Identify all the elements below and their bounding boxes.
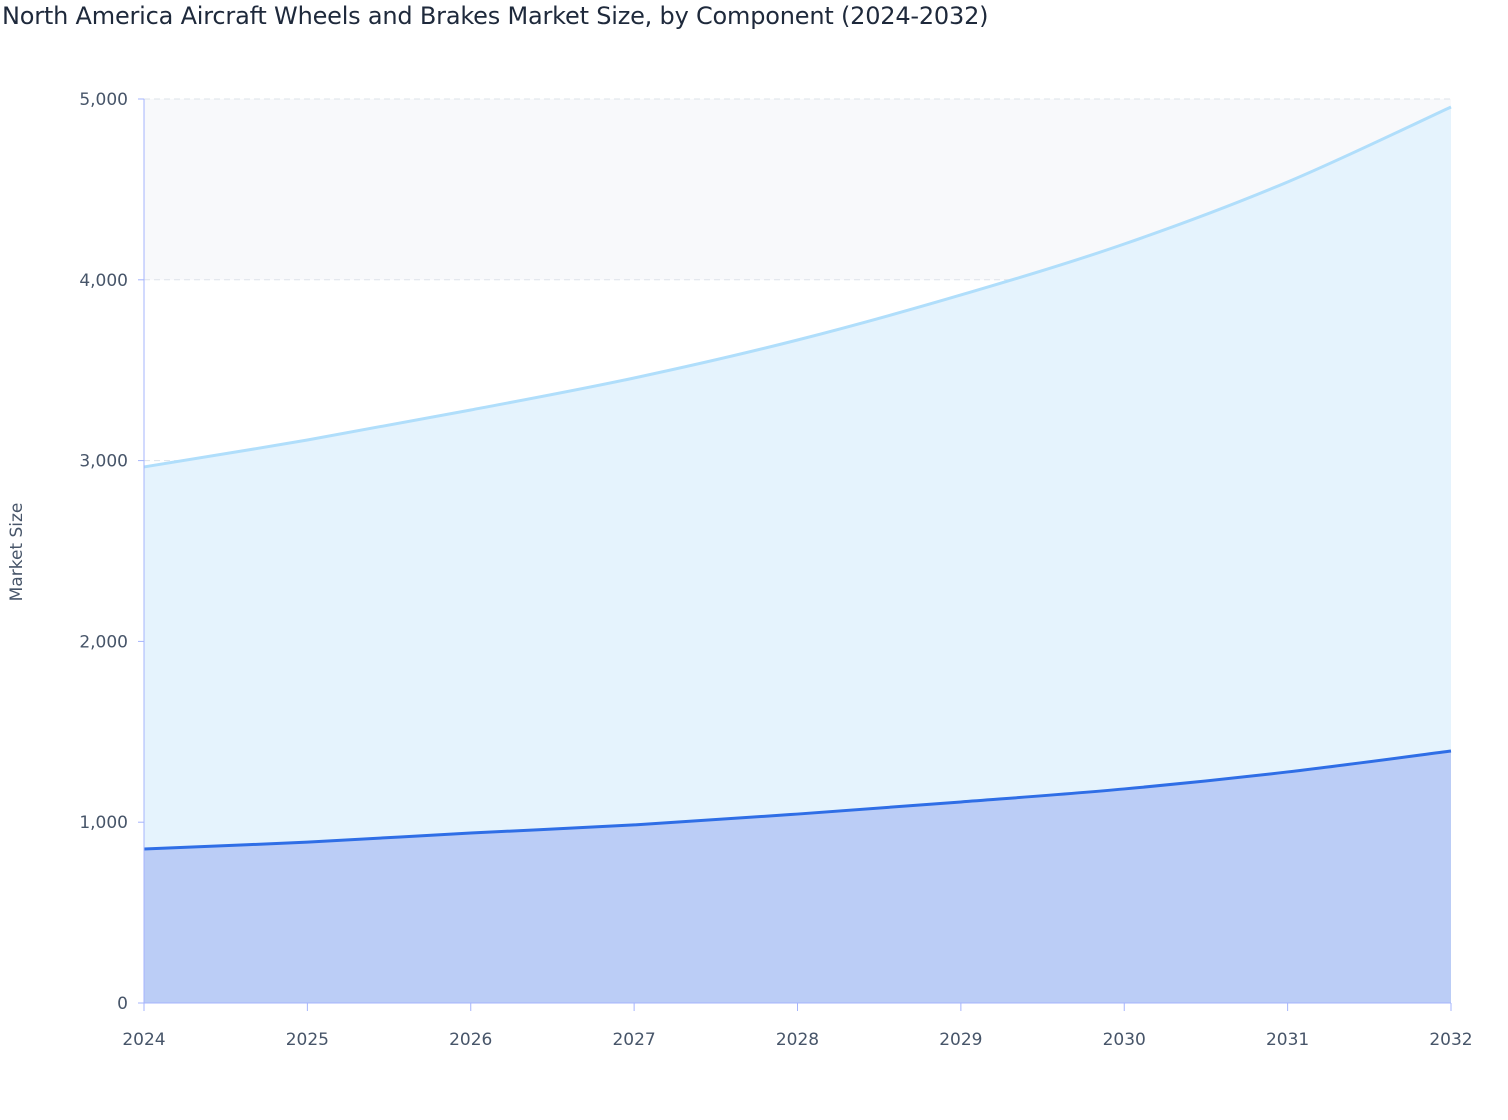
area-fill [144, 750, 1451, 1003]
x-tick-label: 2028 [776, 1030, 819, 1050]
y-axis-label: Market Size [7, 503, 27, 602]
x-tick-label: 2031 [1266, 1030, 1309, 1050]
x-tick-label: 2026 [449, 1030, 492, 1050]
area-fill [144, 106, 1451, 849]
y-tick-label: 0 [117, 994, 128, 1014]
x-tick-label: 2030 [1103, 1030, 1146, 1050]
y-tick-label: 5,000 [79, 90, 128, 110]
y-tick-label: 1,000 [79, 813, 128, 833]
y-tick-label: 4,000 [79, 271, 128, 291]
x-tick-label: 2025 [286, 1030, 329, 1050]
x-tick-label: 2027 [612, 1030, 655, 1050]
y-tick-label: 3,000 [79, 452, 128, 472]
y-tick-label: 2,000 [79, 632, 128, 652]
chart-title: North America Aircraft Wheels and Brakes… [2, 2, 989, 30]
series-line [143, 105, 1452, 469]
x-tick-label: 2029 [939, 1030, 982, 1050]
x-tick-label: 2024 [122, 1030, 165, 1050]
series-line [143, 749, 1452, 851]
x-tick-label: 2032 [1429, 1030, 1472, 1050]
